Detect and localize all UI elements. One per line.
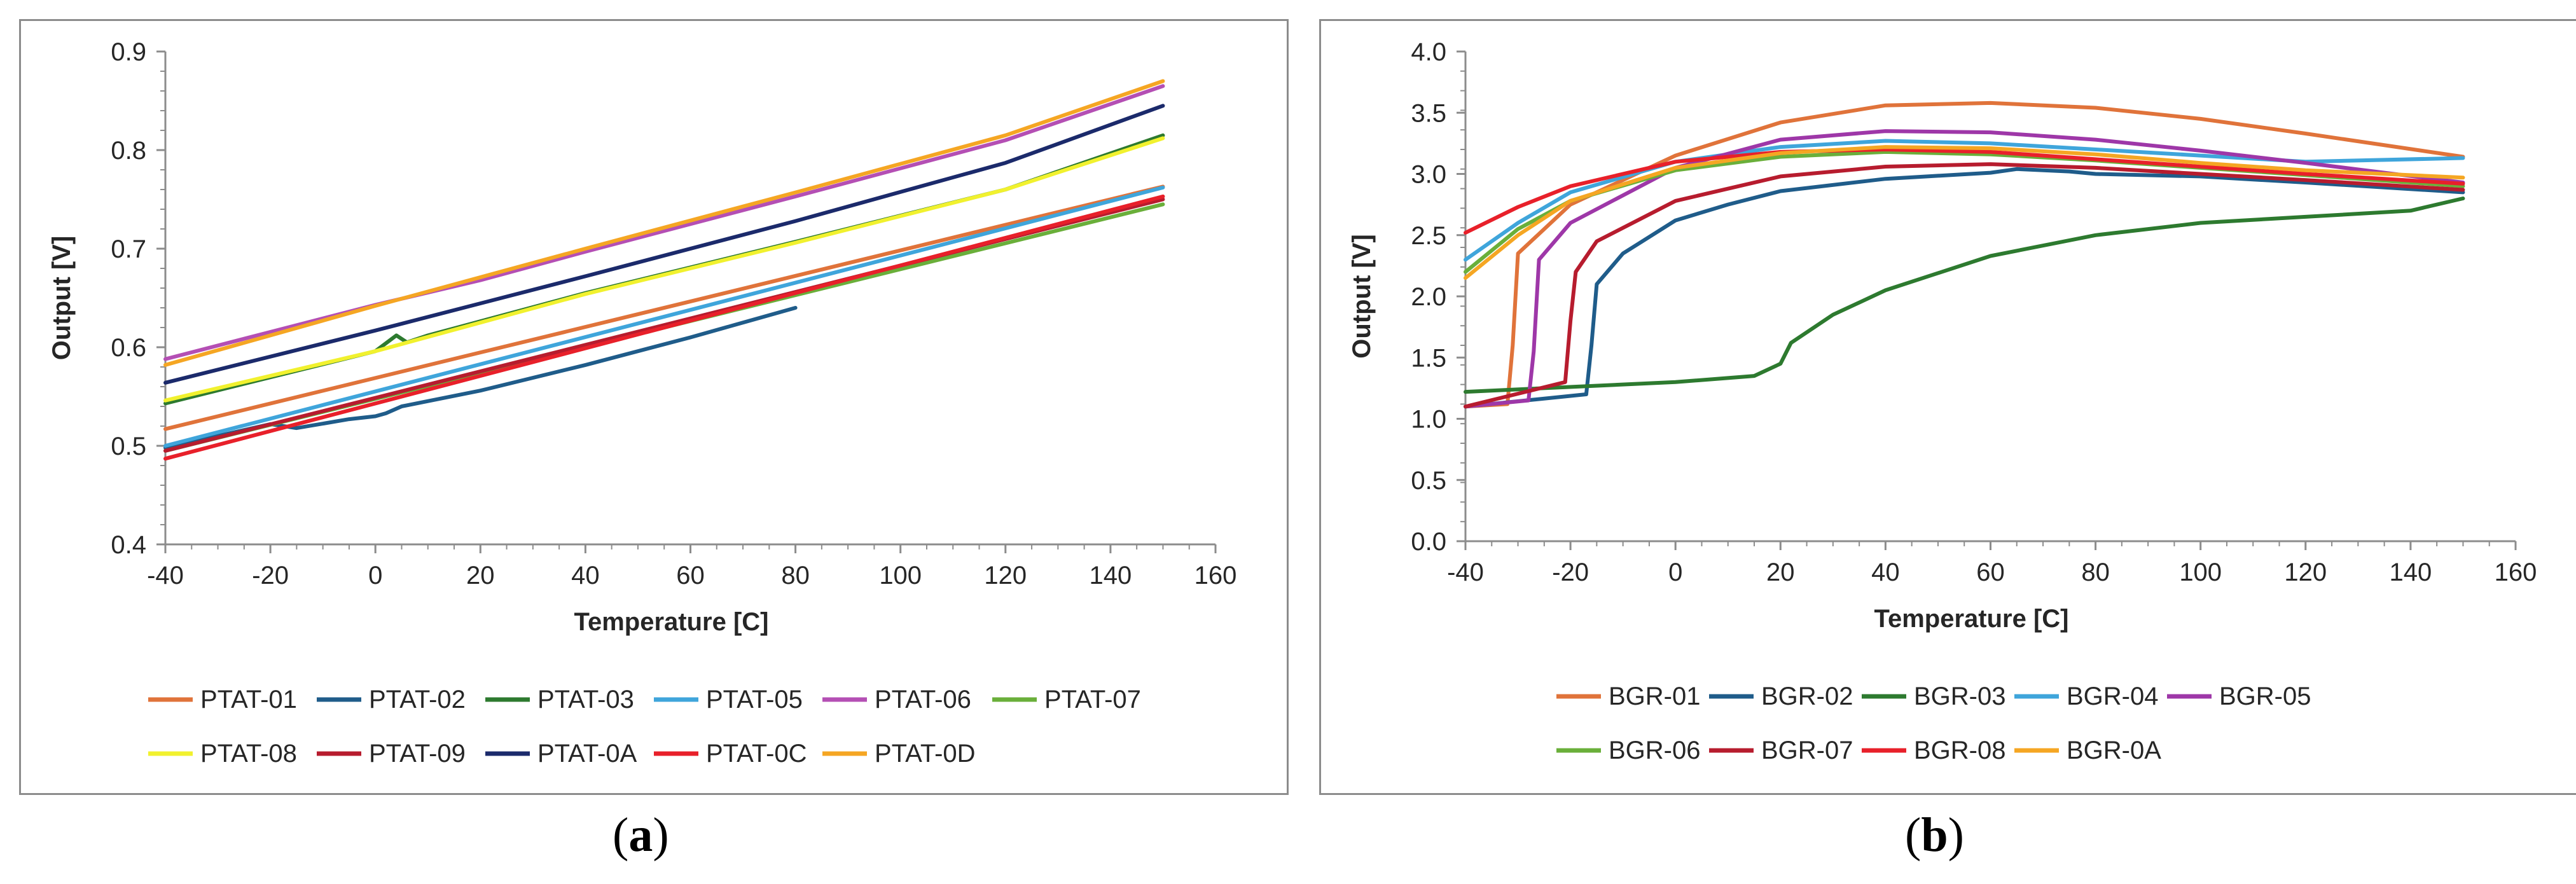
x-axis-title: Temperature [C] bbox=[574, 608, 769, 636]
y-tick-label: 0.5 bbox=[111, 432, 146, 460]
x-tick-label: 40 bbox=[571, 562, 600, 590]
x-tick-label: 100 bbox=[879, 562, 922, 590]
series-line-ptat-08 bbox=[163, 136, 1165, 403]
series-line-bgr-08 bbox=[1464, 148, 2465, 235]
y-axis-title: Output [V] bbox=[1348, 234, 1376, 359]
x-tick-label: 20 bbox=[466, 562, 495, 590]
legend-label-bgr-03: BGR-03 bbox=[1914, 682, 2006, 710]
legend-label-ptat-07: PTAT-07 bbox=[1044, 686, 1141, 714]
y-axis-title: Output [V] bbox=[48, 236, 76, 361]
series-line-bgr-03 bbox=[1464, 197, 2465, 394]
y-tick-label: 0.5 bbox=[1411, 467, 1446, 495]
series-line-bgr-07 bbox=[1464, 162, 2465, 409]
x-tick-label: 120 bbox=[2284, 558, 2327, 586]
legend-label-ptat-0c: PTAT-0C bbox=[706, 740, 807, 768]
x-tick-label: -40 bbox=[147, 562, 184, 590]
x-axis-title: Temperature [C] bbox=[1874, 605, 2069, 633]
series-line-ptat-0d bbox=[163, 79, 1165, 367]
x-tick-label: 80 bbox=[781, 562, 810, 590]
x-tick-label: 100 bbox=[2179, 558, 2222, 586]
x-tick-label: 160 bbox=[1195, 562, 1237, 590]
y-tick-label: 0.4 bbox=[111, 531, 146, 559]
chart-panel-a: -40 -20 0 20 40 60 80 100 120 140 160 0.4 0.5 0.6 0.7 0… bbox=[19, 19, 1289, 795]
x-tick-label: 0 bbox=[1668, 558, 1682, 586]
y-tick-label: 0.0 bbox=[1411, 528, 1446, 556]
x-tick-label: 60 bbox=[1976, 558, 2005, 586]
chart-panel-b: -40 -20 0 20 40 60 80 100 120 140 160 0.0 0.5 1.0 1.5 2… bbox=[1319, 19, 2576, 795]
chart-a-svg: -40 -20 0 20 40 60 80 100 120 140 160 0.4 0.5 0.6 0.7 0… bbox=[48, 38, 1237, 768]
y-tick-label: 3.5 bbox=[1411, 99, 1446, 127]
series-line-bgr-02 bbox=[1464, 167, 2465, 409]
x-tick-label: 140 bbox=[1090, 562, 1132, 590]
series-line-ptat-01 bbox=[163, 184, 1165, 431]
series-line-bgr-04 bbox=[1464, 139, 2465, 262]
legend-label-bgr-05: BGR-05 bbox=[2219, 682, 2311, 710]
y-tick-label: 1.5 bbox=[1411, 344, 1446, 372]
x-tick-label: 40 bbox=[1871, 558, 1900, 586]
legend-label-ptat-02: PTAT-02 bbox=[369, 686, 466, 714]
x-tick-label: 60 bbox=[676, 562, 705, 590]
legend-label-bgr-08: BGR-08 bbox=[1914, 736, 2006, 764]
legend-label-ptat-0d: PTAT-0D bbox=[875, 740, 976, 768]
x-tick-label: 20 bbox=[1766, 558, 1795, 586]
x-tick-label: 0 bbox=[368, 562, 382, 590]
legend-label-ptat-0a: PTAT-0A bbox=[537, 740, 637, 768]
caption-a: (a) bbox=[613, 808, 669, 862]
legend-label-bgr-04: BGR-04 bbox=[2067, 682, 2159, 710]
x-tick-label: -20 bbox=[252, 562, 289, 590]
series-line-bgr-01 bbox=[1464, 100, 2465, 409]
legend-label-bgr-0a: BGR-0A bbox=[2067, 736, 2161, 764]
chart-b-svg: -40 -20 0 20 40 60 80 100 120 140 160 0.0 0.5 1.0 1.5 2… bbox=[1348, 38, 2537, 764]
legend-label-ptat-08: PTAT-08 bbox=[200, 740, 297, 768]
x-tick-label: 160 bbox=[2495, 558, 2537, 586]
x-tick-label: -20 bbox=[1552, 558, 1589, 586]
caption-a-letter: a bbox=[628, 808, 653, 862]
legend-label-ptat-06: PTAT-06 bbox=[875, 686, 971, 714]
legend-label-ptat-03: PTAT-03 bbox=[537, 686, 634, 714]
legend-label-ptat-01: PTAT-01 bbox=[200, 686, 297, 714]
caption-b: (b) bbox=[1905, 808, 1964, 862]
series-line-ptat-05 bbox=[163, 185, 1165, 448]
y-tick-label: 0.8 bbox=[111, 137, 146, 165]
caption-b-letter: b bbox=[1921, 808, 1948, 862]
legend-label-bgr-01: BGR-01 bbox=[1609, 682, 1701, 710]
series-line-ptat-0a bbox=[163, 104, 1165, 385]
y-tick-label: 2.0 bbox=[1411, 283, 1446, 311]
x-tick-label: 120 bbox=[984, 562, 1027, 590]
legend-label-bgr-06: BGR-06 bbox=[1609, 736, 1701, 764]
y-tick-label: 0.6 bbox=[111, 334, 146, 362]
y-tick-label: 1.0 bbox=[1411, 406, 1446, 434]
series-line-bgr-0a bbox=[1464, 145, 2465, 280]
y-tick-label: 3.0 bbox=[1411, 161, 1446, 189]
legend-label-ptat-05: PTAT-05 bbox=[706, 686, 803, 714]
y-tick-label: 4.0 bbox=[1411, 38, 1446, 66]
series-line-bgr-05 bbox=[1464, 129, 2465, 409]
y-tick-label: 0.9 bbox=[111, 38, 146, 66]
series-line-ptat-0c bbox=[163, 194, 1165, 461]
series-line-ptat-03 bbox=[163, 133, 1165, 406]
x-tick-label: 80 bbox=[2081, 558, 2110, 586]
x-tick-label: -40 bbox=[1447, 558, 1484, 586]
y-tick-label: 0.7 bbox=[111, 235, 146, 263]
legend-label-ptat-09: PTAT-09 bbox=[369, 740, 466, 768]
legend-label-bgr-02: BGR-02 bbox=[1761, 682, 1853, 710]
y-tick-label: 2.5 bbox=[1411, 222, 1446, 250]
legend-label-bgr-07: BGR-07 bbox=[1761, 736, 1853, 764]
x-tick-label: 140 bbox=[2390, 558, 2432, 586]
